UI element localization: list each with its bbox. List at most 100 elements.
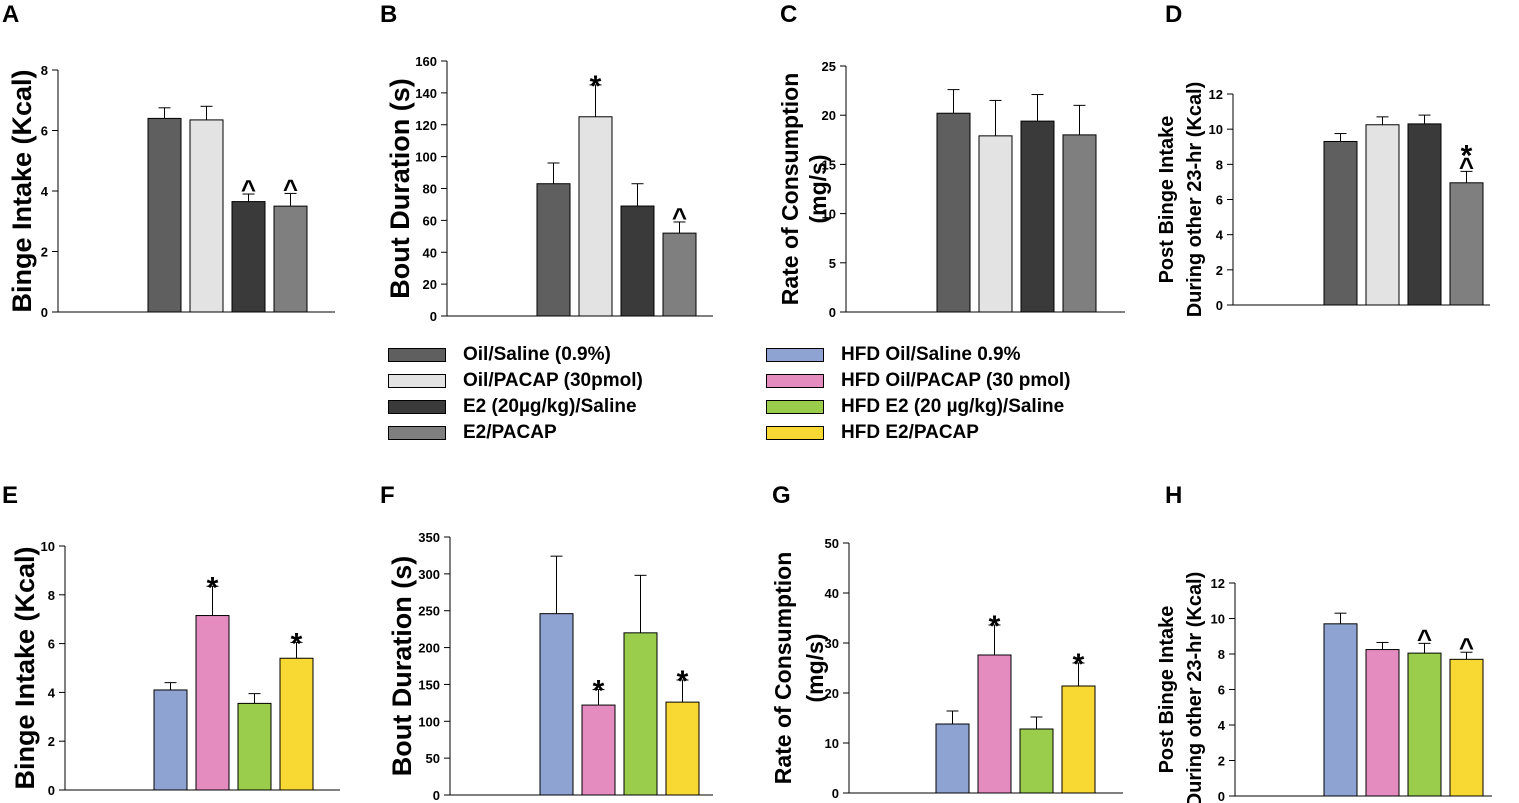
- panel-letter: B: [380, 1, 397, 28]
- y-tick-label: 10: [825, 736, 839, 751]
- y-axis-title: During other 23-hr (Kcal): [1184, 82, 1206, 318]
- bar: [539, 613, 574, 796]
- bar: [620, 205, 655, 317]
- bar: [1365, 649, 1400, 797]
- y-tick-label: 30: [825, 636, 839, 651]
- y-tick-label: 140: [415, 86, 437, 101]
- bar: [936, 112, 971, 313]
- panel-g: G Rate of Consumption (mg/s) 0 10 20 30 40 50 * *: [770, 482, 1123, 801]
- y-tick-label: 0: [1218, 789, 1225, 803]
- significance-star: *: [1073, 648, 1085, 681]
- y-tick-label: 60: [423, 213, 437, 228]
- significance-star: *: [989, 610, 1001, 643]
- y-tick-label: 0: [433, 788, 440, 803]
- significance-star: *: [677, 665, 689, 698]
- bar: [536, 183, 571, 317]
- bar: [1407, 652, 1442, 797]
- legend-swatch: [766, 400, 824, 414]
- y-tick-label: 6: [1218, 683, 1225, 698]
- bar: [1019, 728, 1054, 794]
- y-tick-label: 40: [825, 586, 839, 601]
- panel-c: C Rate of Consumption (mg/s) 0 5 10 15 20 25: [777, 1, 1125, 320]
- panel-letter: A: [2, 1, 19, 28]
- y-tick-label: 10: [1209, 122, 1223, 137]
- bar: [1062, 134, 1097, 313]
- y-axis-title: Post Binge Intake: [1156, 606, 1178, 774]
- bar: [273, 205, 308, 313]
- bar: [231, 201, 266, 313]
- bar: [1323, 623, 1358, 797]
- panel-b: B Bout Duration (s) 0 20 40 60 80 100 120 140 160 *…: [380, 1, 713, 324]
- significance-star: *: [291, 627, 303, 660]
- y-tick-label: 300: [418, 567, 440, 582]
- y-axis-title: During other 23-hr (Kcal): [1184, 572, 1206, 803]
- legend-label: HFD Oil/Saline 0.9%: [841, 344, 1021, 365]
- significance-caret: ^: [1417, 623, 1432, 653]
- significance-caret: ^: [1459, 151, 1474, 181]
- bar: [1407, 123, 1442, 306]
- y-axis-title: Post Binge Intake: [1156, 116, 1178, 284]
- panel-h: H Post Binge Intake During other 23-hr (Kc…: [1156, 482, 1492, 803]
- y-tick-label: 8: [48, 588, 55, 603]
- y-tick-label: 20: [825, 686, 839, 701]
- y-axis-title: (mg/s): [802, 634, 828, 703]
- y-tick-label: 4: [1218, 718, 1226, 733]
- y-tick-label: 80: [423, 182, 437, 197]
- y-tick-label: 2: [1216, 263, 1223, 278]
- y-tick-label: 4: [1216, 228, 1224, 243]
- y-tick-label: 120: [415, 118, 437, 133]
- legend-label: HFD E2/PACAP: [841, 422, 979, 443]
- legend-label: HFD E2 (20 µg/kg)/Saline: [841, 396, 1065, 417]
- y-tick-label: 10: [41, 539, 55, 554]
- panel-letter: F: [380, 482, 395, 509]
- y-tick-label: 10: [822, 207, 836, 222]
- y-tick-label: 5: [829, 256, 836, 271]
- bar: [662, 232, 697, 317]
- y-axis-title: Binge Intake (Kcal): [10, 546, 40, 789]
- bar: [578, 116, 613, 317]
- legend-swatch: [766, 348, 824, 362]
- bar: [189, 119, 224, 313]
- y-tick-label: 0: [48, 783, 55, 798]
- bar: [623, 632, 658, 796]
- panel-letter: C: [780, 1, 797, 28]
- legend-swatch: [388, 348, 446, 362]
- y-axis-title: (mg/s): [805, 155, 831, 224]
- significance-caret: ^: [241, 174, 256, 204]
- y-tick-label: 12: [1209, 87, 1223, 102]
- bar: [978, 135, 1013, 313]
- y-tick-label: 160: [415, 54, 437, 69]
- y-tick-label: 50: [825, 536, 839, 551]
- y-tick-label: 50: [426, 751, 440, 766]
- panel-f: F Bout Duration (s) 0 50 100 150 200 250 300 350 *…: [380, 482, 713, 803]
- significance-caret: ^: [283, 173, 298, 203]
- y-tick-label: 350: [418, 530, 440, 545]
- legend-label: Oil/Saline (0.9%): [463, 344, 611, 365]
- legend-swatch: [766, 426, 824, 440]
- y-axis-title: Bout Duration (s): [385, 78, 415, 298]
- y-axis-title: Bout Duration (s): [387, 556, 417, 776]
- bar: [1323, 140, 1358, 306]
- panel-d: D Post Binge Intake During other 23-hr (Kc…: [1156, 1, 1490, 317]
- panel-letter: D: [1165, 1, 1182, 28]
- y-tick-label: 250: [418, 604, 440, 619]
- y-tick-label: 4: [41, 184, 49, 199]
- panel-letter: G: [772, 482, 791, 509]
- y-tick-label: 0: [829, 305, 836, 320]
- y-tick-label: 0: [430, 309, 437, 324]
- y-tick-label: 2: [48, 734, 55, 749]
- bar: [1365, 124, 1400, 306]
- legend-label: E2/PACAP: [463, 422, 557, 443]
- y-tick-label: 25: [822, 59, 836, 74]
- bar: [1020, 120, 1055, 313]
- panel-letter: H: [1165, 482, 1182, 509]
- bar: [279, 657, 314, 791]
- y-tick-label: 40: [423, 245, 437, 260]
- y-tick-label: 100: [415, 150, 437, 165]
- legend-label: HFD Oil/PACAP (30 pmol): [841, 370, 1071, 391]
- y-tick-label: 8: [41, 63, 48, 78]
- y-tick-label: 150: [418, 677, 440, 692]
- bar: [665, 701, 700, 796]
- significance-star: *: [590, 70, 602, 103]
